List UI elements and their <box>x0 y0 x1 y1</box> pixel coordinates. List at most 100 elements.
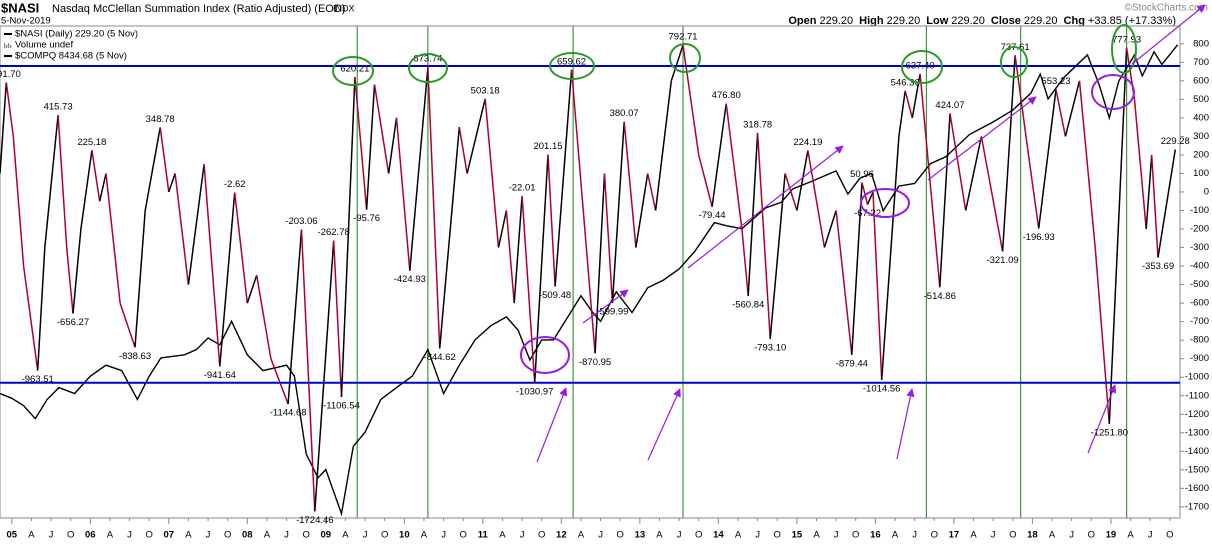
x-tick-label: 08 <box>242 530 253 541</box>
y-tick-label: -400 <box>1190 261 1209 272</box>
data-label: -514.86 <box>924 291 956 302</box>
data-label: 224.19 <box>793 137 822 148</box>
date: 5-Nov-2019 <box>1 16 51 27</box>
nasi-segment <box>484 98 500 248</box>
x-tick-label: A <box>1049 530 1056 541</box>
data-label: -196.93 <box>1023 232 1055 243</box>
nasi-segment <box>409 67 429 271</box>
quote-value: 229.20 <box>1024 15 1058 27</box>
data-label: 318.78 <box>743 119 772 130</box>
x-tick-label: A <box>421 530 428 541</box>
data-label: -844.62 <box>424 352 456 363</box>
data-label: 553.23 <box>1041 76 1070 87</box>
x-tick-label: 14 <box>713 530 724 541</box>
y-tick-label: -1700 <box>1185 501 1209 512</box>
x-tick-label: A <box>28 530 35 541</box>
data-label: -424.93 <box>394 274 426 285</box>
x-tick-label: J <box>1069 530 1074 541</box>
nasi-segment <box>1064 80 1081 137</box>
y-tick-label: -1200 <box>1185 409 1209 420</box>
x-tick-label: 09 <box>321 530 332 541</box>
nasi-segment <box>187 164 205 285</box>
y-tick-label: -700 <box>1190 316 1209 327</box>
nasi-segment <box>747 132 759 296</box>
y-tick-label: -1000 <box>1185 372 1209 383</box>
legend-label: $COMPQ 8434.68 (5 Nov) <box>15 51 127 62</box>
arrow <box>647 388 681 461</box>
quote-label: Open <box>788 15 816 27</box>
data-label: -509.48 <box>539 290 571 301</box>
x-tick-label: J <box>912 530 917 541</box>
nasi-segment <box>219 192 236 367</box>
nasi-segment <box>880 136 900 380</box>
y-tick-label: 100 <box>1193 168 1209 179</box>
nasi-segment <box>654 80 673 211</box>
nasi-segment <box>823 210 837 248</box>
green-ellipse <box>669 43 701 73</box>
nasi-segment <box>1094 247 1111 424</box>
x-tick-label: 12 <box>556 530 567 541</box>
nasi-segment <box>1145 154 1153 230</box>
exchange: INDX <box>333 3 355 13</box>
nasi-segment <box>980 136 1004 252</box>
arrow <box>536 387 568 463</box>
arrow <box>582 289 629 324</box>
x-tick-label: A <box>185 530 192 541</box>
nasi-segment <box>57 114 68 248</box>
plot: 591.70 -963.51 415.73 -656.27 225.18 -838.63 3… <box>0 25 1190 526</box>
x-tick-label: 06 <box>85 530 96 541</box>
data-label: -941.64 <box>204 370 236 381</box>
y-tick-label: 200 <box>1193 149 1209 160</box>
y-tick-label: -1300 <box>1185 427 1209 438</box>
x-tick-label: O <box>381 530 388 541</box>
y-tick-label: -100 <box>1190 205 1209 216</box>
y-tick-label: -1100 <box>1185 390 1209 401</box>
data-label: -1724.46 <box>296 515 334 526</box>
data-label: -793.10 <box>754 342 786 353</box>
nasi-segment <box>340 77 356 398</box>
nasi-segment <box>1150 154 1159 258</box>
data-label: -321.09 <box>986 255 1018 266</box>
nasi-segment <box>466 98 486 174</box>
data-label: -22.01 <box>509 183 536 194</box>
x-tick-label: J <box>49 530 54 541</box>
data-label: -879.44 <box>836 358 868 369</box>
nasi-segment <box>270 358 289 405</box>
legend-bg <box>2 28 152 61</box>
nasi-segment <box>1133 99 1147 230</box>
data-label: -262.78 <box>318 227 350 238</box>
purple-ellipse <box>1091 74 1135 110</box>
x-tick-label: 17 <box>949 530 960 541</box>
nasi-segment <box>570 69 596 354</box>
x-tick-label: 07 <box>164 530 175 541</box>
x-tick-label: J <box>206 530 211 541</box>
data-label: 792.71 <box>669 32 698 43</box>
y-tick-label: 400 <box>1193 112 1209 123</box>
quote-label: Close <box>991 15 1021 27</box>
x-tick-label: 18 <box>1027 530 1038 541</box>
arrow <box>927 96 1037 181</box>
green-ellipse <box>901 50 943 84</box>
nasi-segment <box>919 73 941 288</box>
data-label: -870.95 <box>579 357 611 368</box>
nasi-segment <box>255 275 272 359</box>
nasi-segment <box>547 154 556 287</box>
annotations <box>332 24 1137 374</box>
legend-volume-icon <box>10 45 12 48</box>
y-tick-label: 600 <box>1193 75 1209 86</box>
x-tick-label: O <box>67 530 74 541</box>
nasi-segment <box>438 127 461 349</box>
nasi-segment <box>1157 149 1177 258</box>
nasi-segment <box>904 90 914 119</box>
x-tick-label: A <box>656 530 663 541</box>
nasi-segment <box>5 82 15 137</box>
nasi-segment <box>603 173 614 304</box>
y-tick-label: 800 <box>1193 38 1209 49</box>
nasi-segment <box>554 69 573 287</box>
arrow <box>1131 4 1206 65</box>
x-tick-label: J <box>441 530 446 541</box>
x-tick-label: O <box>695 530 702 541</box>
legend: $NASI (Daily) 229.20 (5 Nov)Volume undef… <box>2 28 152 62</box>
x-tick-label: J <box>598 530 603 541</box>
quote-label: High <box>859 15 884 27</box>
